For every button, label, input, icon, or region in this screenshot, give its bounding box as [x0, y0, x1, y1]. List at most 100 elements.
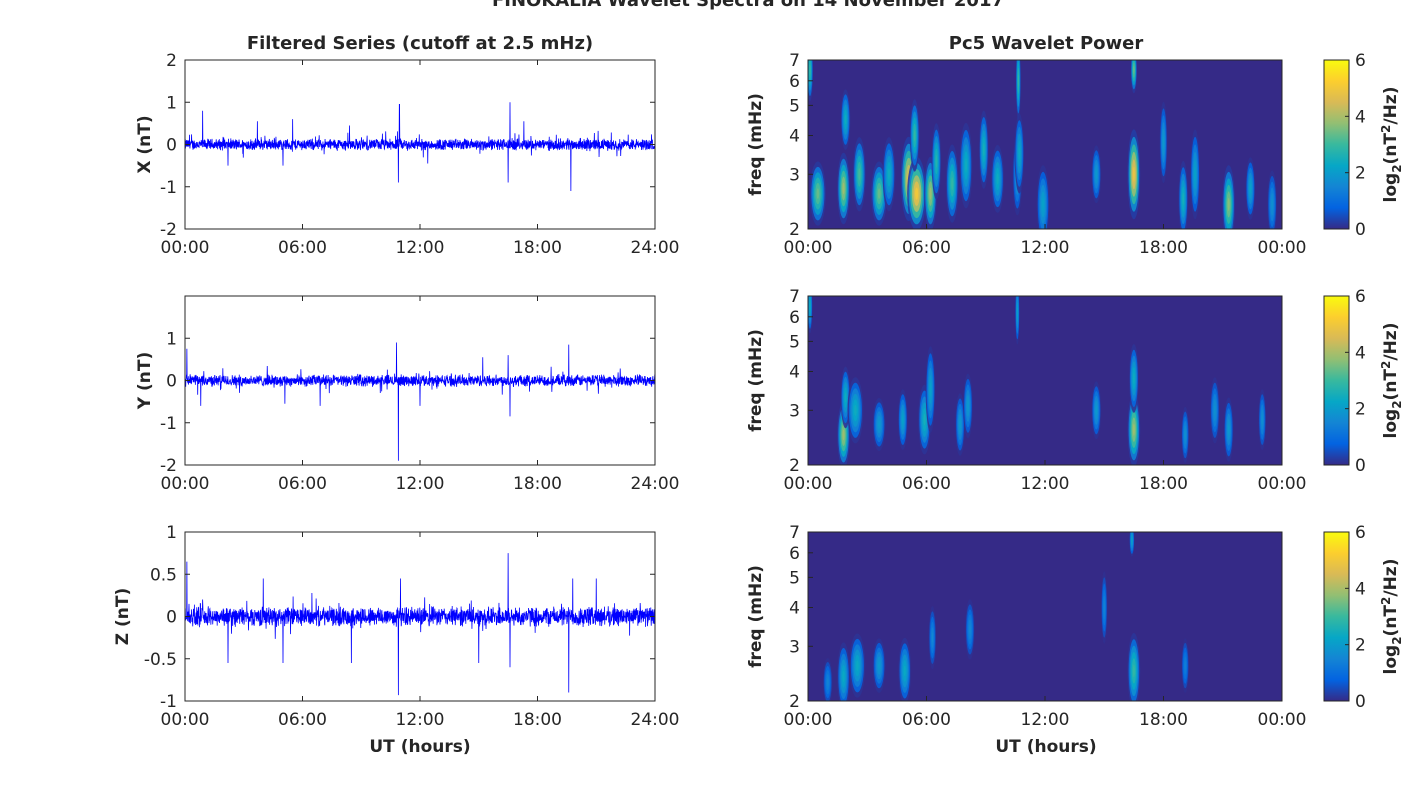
power-blob — [1249, 183, 1252, 194]
power-blob — [878, 661, 881, 671]
x-tick-label: 18:00 — [513, 238, 562, 258]
x-tick-label: 24:00 — [631, 238, 680, 258]
colorbar-tick-label: 0 — [1355, 220, 1366, 240]
heatmap-cells-x — [808, 60, 1277, 229]
x-tick-label: 00:00 — [1258, 710, 1307, 730]
power-blob — [969, 624, 971, 635]
y-tick-label: -2 — [160, 220, 177, 240]
power-blob — [1182, 192, 1185, 206]
x-tick-label: 06:00 — [902, 710, 951, 730]
power-blob — [1095, 405, 1098, 416]
x-tick-label: 06:00 — [902, 474, 951, 494]
power-blob — [913, 129, 916, 142]
power-blob — [854, 404, 857, 416]
power-blob — [1133, 372, 1135, 385]
y-tick-label: 1 — [166, 93, 177, 113]
freq-axis-label: freq (mHz) — [746, 565, 766, 668]
figure-suptitle: FINOKALIA Wavelet Spectra on 14 November… — [492, 0, 1004, 11]
x-tick-label: 12:00 — [396, 474, 445, 494]
line-panel-y: -2 -1 0 1 00:00 06:00 12:00 18:00 24:00 Y (nT) — [135, 295, 680, 494]
power-blob — [1184, 661, 1186, 671]
power-blob — [1103, 601, 1105, 614]
left-column-title: Filtered Series (cutoff at 2.5 mHz) — [247, 33, 593, 54]
y-tick-label: -0.5 — [144, 650, 177, 670]
x-tick-label: 00:00 — [784, 238, 833, 258]
freq-axis-label: freq (mHz) — [746, 93, 766, 196]
power-blob — [929, 187, 932, 200]
freq-tick-label: 5 — [789, 332, 800, 352]
x-tick-label: 24:00 — [631, 710, 680, 730]
power-blob — [996, 173, 999, 185]
y-tick-label: -1 — [160, 414, 177, 434]
right-column-title: Pc5 Wavelet Power — [949, 33, 1144, 54]
power-blob — [1132, 664, 1135, 678]
right-xlabel: UT (hours) — [995, 737, 1096, 757]
freq-tick-label: 3 — [789, 165, 800, 185]
power-blob — [1095, 169, 1098, 180]
freq-tick-label: 6 — [789, 544, 800, 564]
colorbar-tick-label: 2 — [1355, 636, 1366, 656]
power-blob — [887, 168, 891, 181]
power-blob — [935, 155, 938, 168]
colorbar-tick-label: 2 — [1355, 164, 1366, 184]
heatmap-cells-y — [808, 296, 1267, 465]
colorbar-tick-label: 4 — [1355, 579, 1366, 599]
freq-tick-label: 4 — [789, 126, 800, 146]
colorbar-gradient — [1323, 531, 1350, 702]
y-tick-label: 1 — [166, 523, 177, 543]
power-blob — [826, 678, 829, 687]
power-blob — [1261, 414, 1263, 425]
colorbar-y: 0 2 4 6 log2(nT2/Hz) — [1323, 287, 1404, 476]
power-blob — [842, 670, 845, 683]
y-axis-label: Z (nT) — [113, 588, 133, 645]
y-tick-label: 2 — [166, 51, 177, 71]
power-blob — [1194, 166, 1196, 182]
y-tick-label: -1 — [160, 178, 177, 198]
power-blob — [923, 413, 926, 426]
x-tick-label: 06:00 — [278, 238, 327, 258]
x-tick-label: 12:00 — [396, 710, 445, 730]
power-blob — [967, 400, 969, 412]
power-blob — [844, 392, 847, 403]
colorbar-tick-label: 6 — [1355, 287, 1366, 307]
freq-tick-label: 6 — [789, 308, 800, 328]
heatmap-background-y — [808, 296, 1282, 465]
power-blob — [842, 429, 845, 441]
y-tick-label: 0 — [166, 608, 177, 628]
x-tick-label: 12:00 — [396, 238, 445, 258]
power-blob — [1132, 166, 1135, 182]
power-blob — [1184, 430, 1186, 440]
power-blob — [877, 188, 881, 199]
x-tick-label: 18:00 — [1139, 238, 1188, 258]
y-tick-label: 0 — [166, 136, 177, 156]
power-blob — [1271, 198, 1273, 211]
freq-tick-label: 4 — [789, 362, 800, 382]
x-tick-label: 06:00 — [278, 474, 327, 494]
power-blob — [931, 632, 934, 643]
power-blob — [959, 419, 961, 430]
y-tick-label: 1 — [166, 329, 177, 349]
colorbar-z: 0 2 4 6 log2(nT2/Hz) — [1323, 523, 1404, 712]
colorbar-x: 0 2 4 6 log2(nT2/Hz) — [1323, 51, 1404, 240]
left-xlabel: UT (hours) — [369, 737, 470, 757]
x-tick-label: 12:00 — [1021, 474, 1070, 494]
y-tick-label: -2 — [160, 456, 177, 476]
y-tick-label: -1 — [160, 692, 177, 712]
line-panel-x: -2 -1 0 1 2 00:00 06:00 12:00 18:00 24:00 X (nT) — [135, 51, 680, 258]
x-tick-label: 18:00 — [513, 474, 562, 494]
series-line-z — [185, 553, 655, 696]
power-blob — [915, 187, 919, 200]
colorbar-tick-label: 0 — [1355, 456, 1366, 476]
series-line-y — [185, 342, 655, 461]
power-blob — [1133, 66, 1135, 74]
y-tick-label: 0 — [166, 372, 177, 392]
power-blob — [929, 382, 932, 397]
colorbar-tick-label: 6 — [1355, 523, 1366, 543]
power-blob — [1017, 74, 1019, 88]
freq-tick-label: 5 — [789, 96, 800, 116]
power-blob — [902, 414, 904, 425]
colorbar-tick-label: 2 — [1355, 400, 1366, 420]
power-blob — [964, 158, 968, 173]
power-blob — [809, 301, 811, 311]
